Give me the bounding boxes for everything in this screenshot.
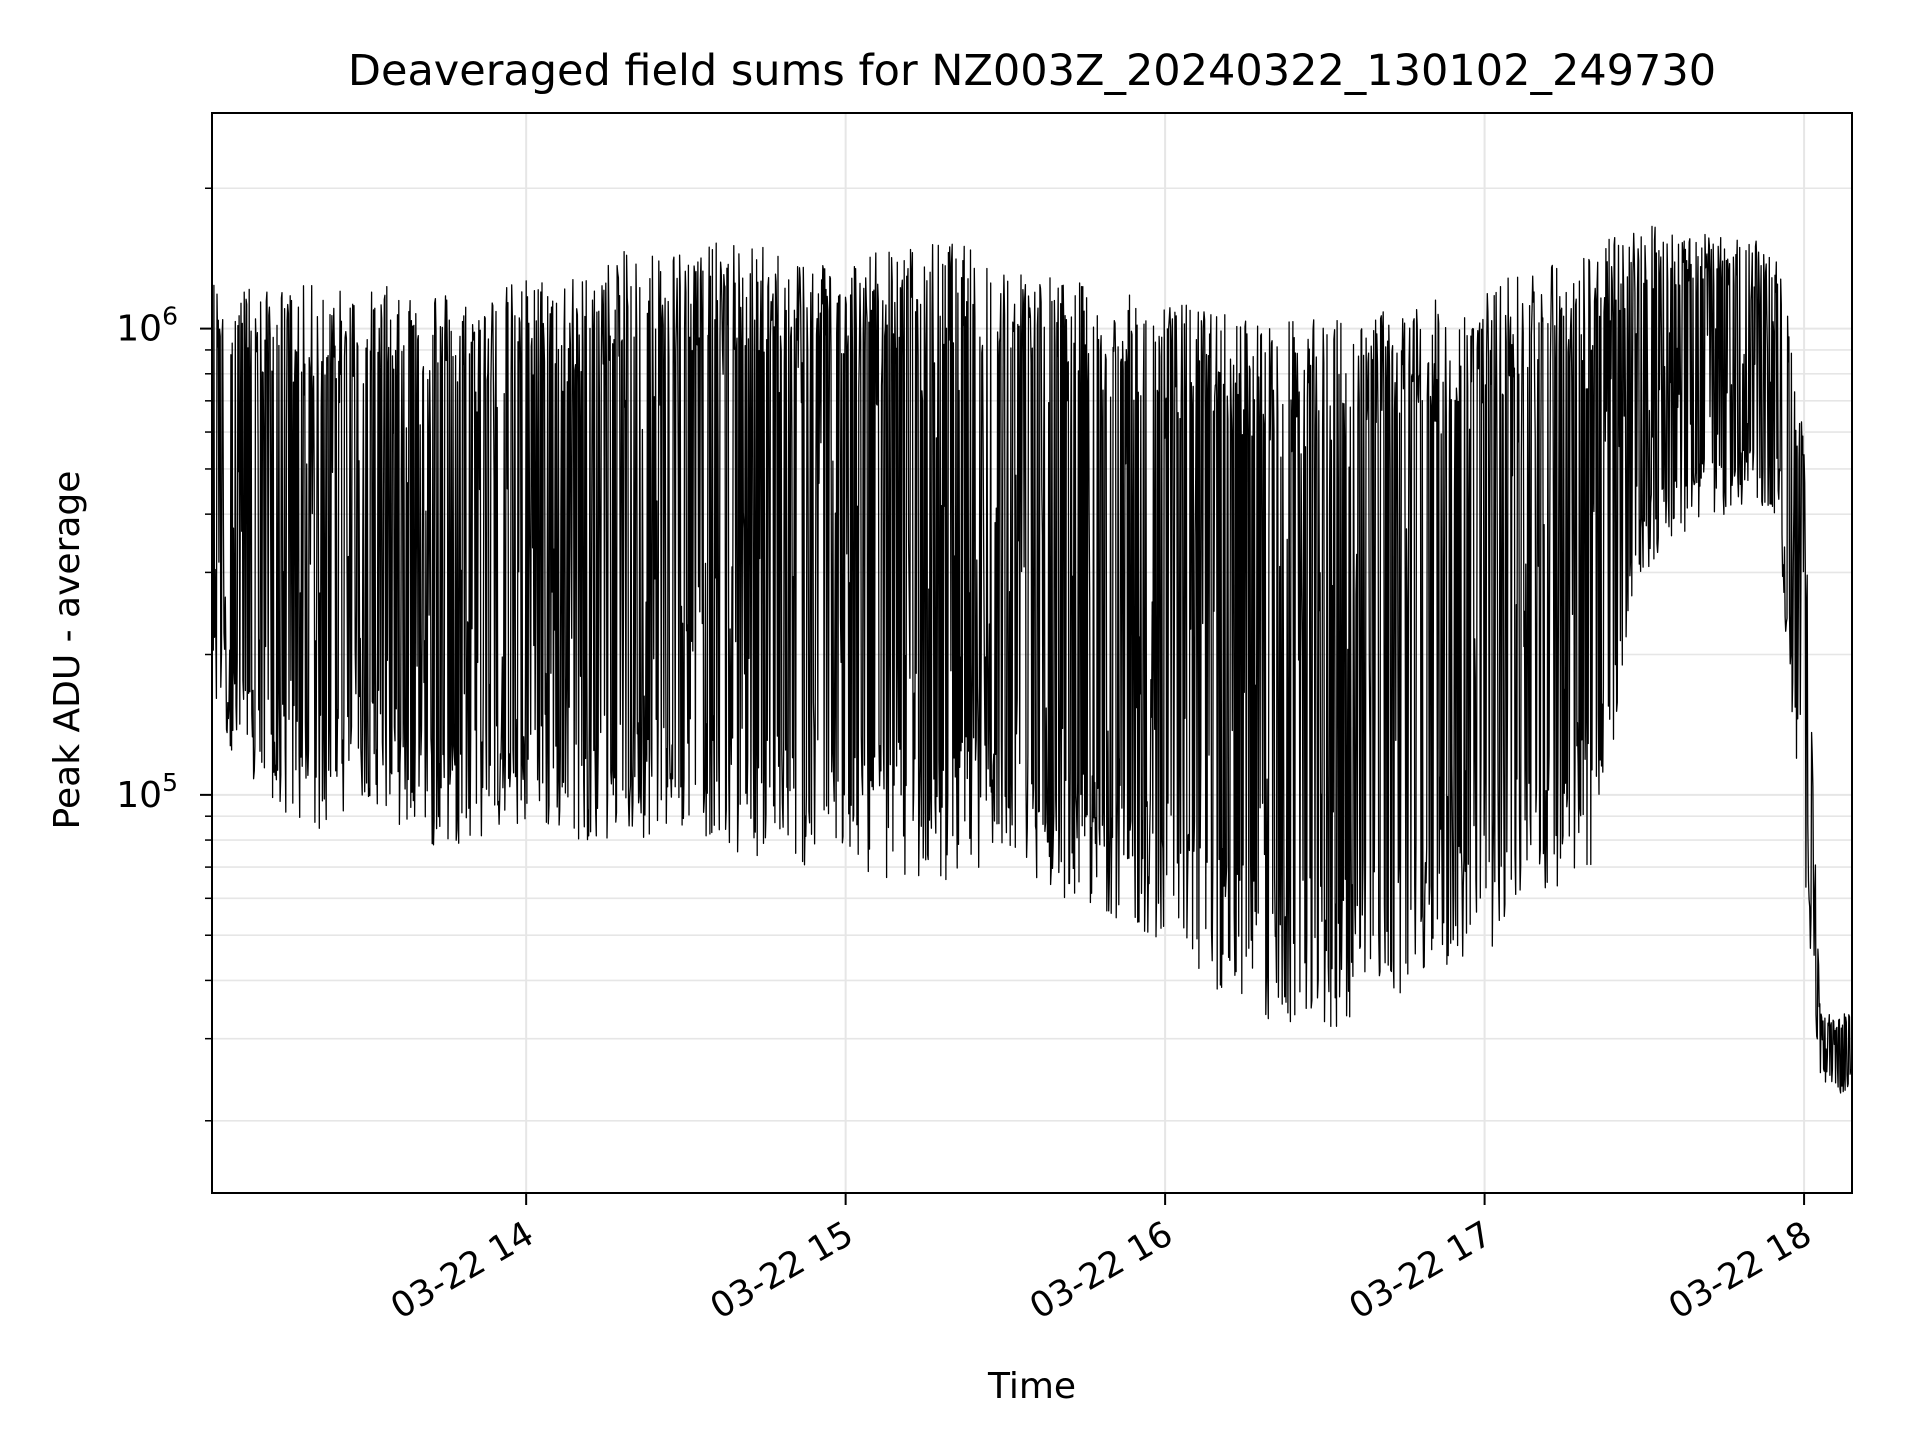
chart-title: Deaveraged field sums for NZ003Z_2024032… [348,46,1716,96]
plot-frame [211,112,1853,1194]
y-tick-label: 105 [116,768,178,816]
y-axis-label: Peak ADU - average [47,471,88,830]
x-tick-label: 03-22 16 [1023,1214,1179,1327]
y-axis-ticks: 105 106 [116,187,212,1122]
series-path [211,225,1853,1094]
x-tick-label: 03-22 15 [704,1214,860,1327]
y-tick-label: 106 [116,302,178,350]
series-line [211,225,1853,1094]
x-axis-label: Time [987,1366,1076,1407]
x-tick-label: 03-22 18 [1662,1214,1818,1327]
x-axis-ticks: 03-22 14 03-22 15 03-22 16 03-22 17 03-22 18 [384,1193,1819,1327]
x-tick-label: 03-22 17 [1343,1214,1499,1327]
x-tick-label: 03-22 14 [384,1214,540,1327]
